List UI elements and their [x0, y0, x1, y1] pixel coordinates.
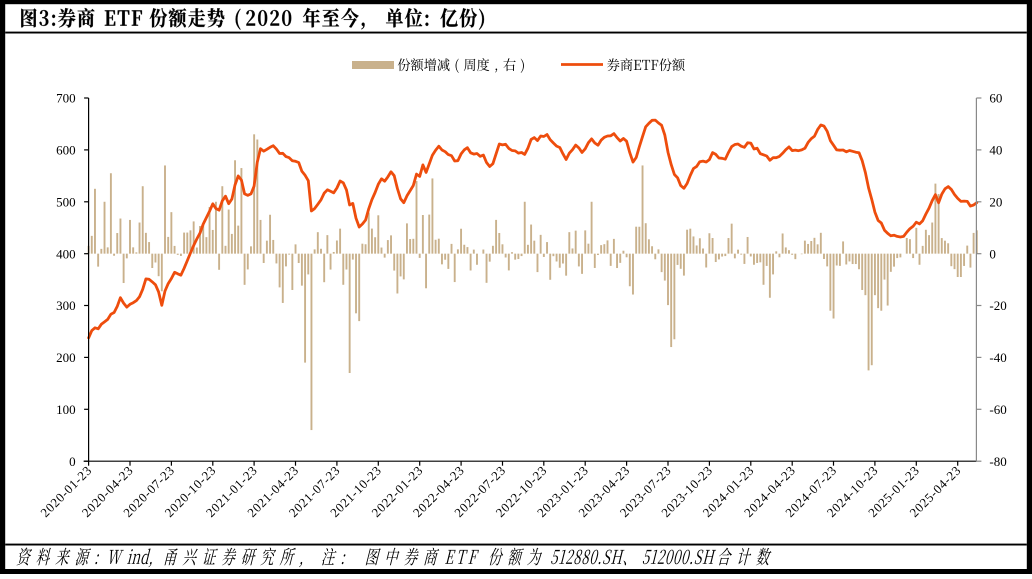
- svg-text:-40: -40: [989, 350, 1006, 365]
- svg-text:-60: -60: [989, 402, 1006, 417]
- svg-text:-20: -20: [989, 298, 1006, 313]
- svg-text:-80: -80: [989, 454, 1006, 469]
- svg-text:60: 60: [989, 91, 1002, 106]
- svg-text:100: 100: [56, 402, 76, 417]
- svg-text:300: 300: [56, 298, 76, 313]
- svg-text:40: 40: [989, 143, 1002, 158]
- svg-text:500: 500: [56, 194, 76, 209]
- svg-text:700: 700: [56, 91, 76, 106]
- svg-text:400: 400: [56, 246, 76, 261]
- svg-text:200: 200: [56, 350, 76, 365]
- svg-text:0: 0: [989, 246, 996, 261]
- svg-text:600: 600: [56, 143, 76, 158]
- svg-text:20: 20: [989, 194, 1002, 209]
- svg-text:0: 0: [69, 454, 76, 469]
